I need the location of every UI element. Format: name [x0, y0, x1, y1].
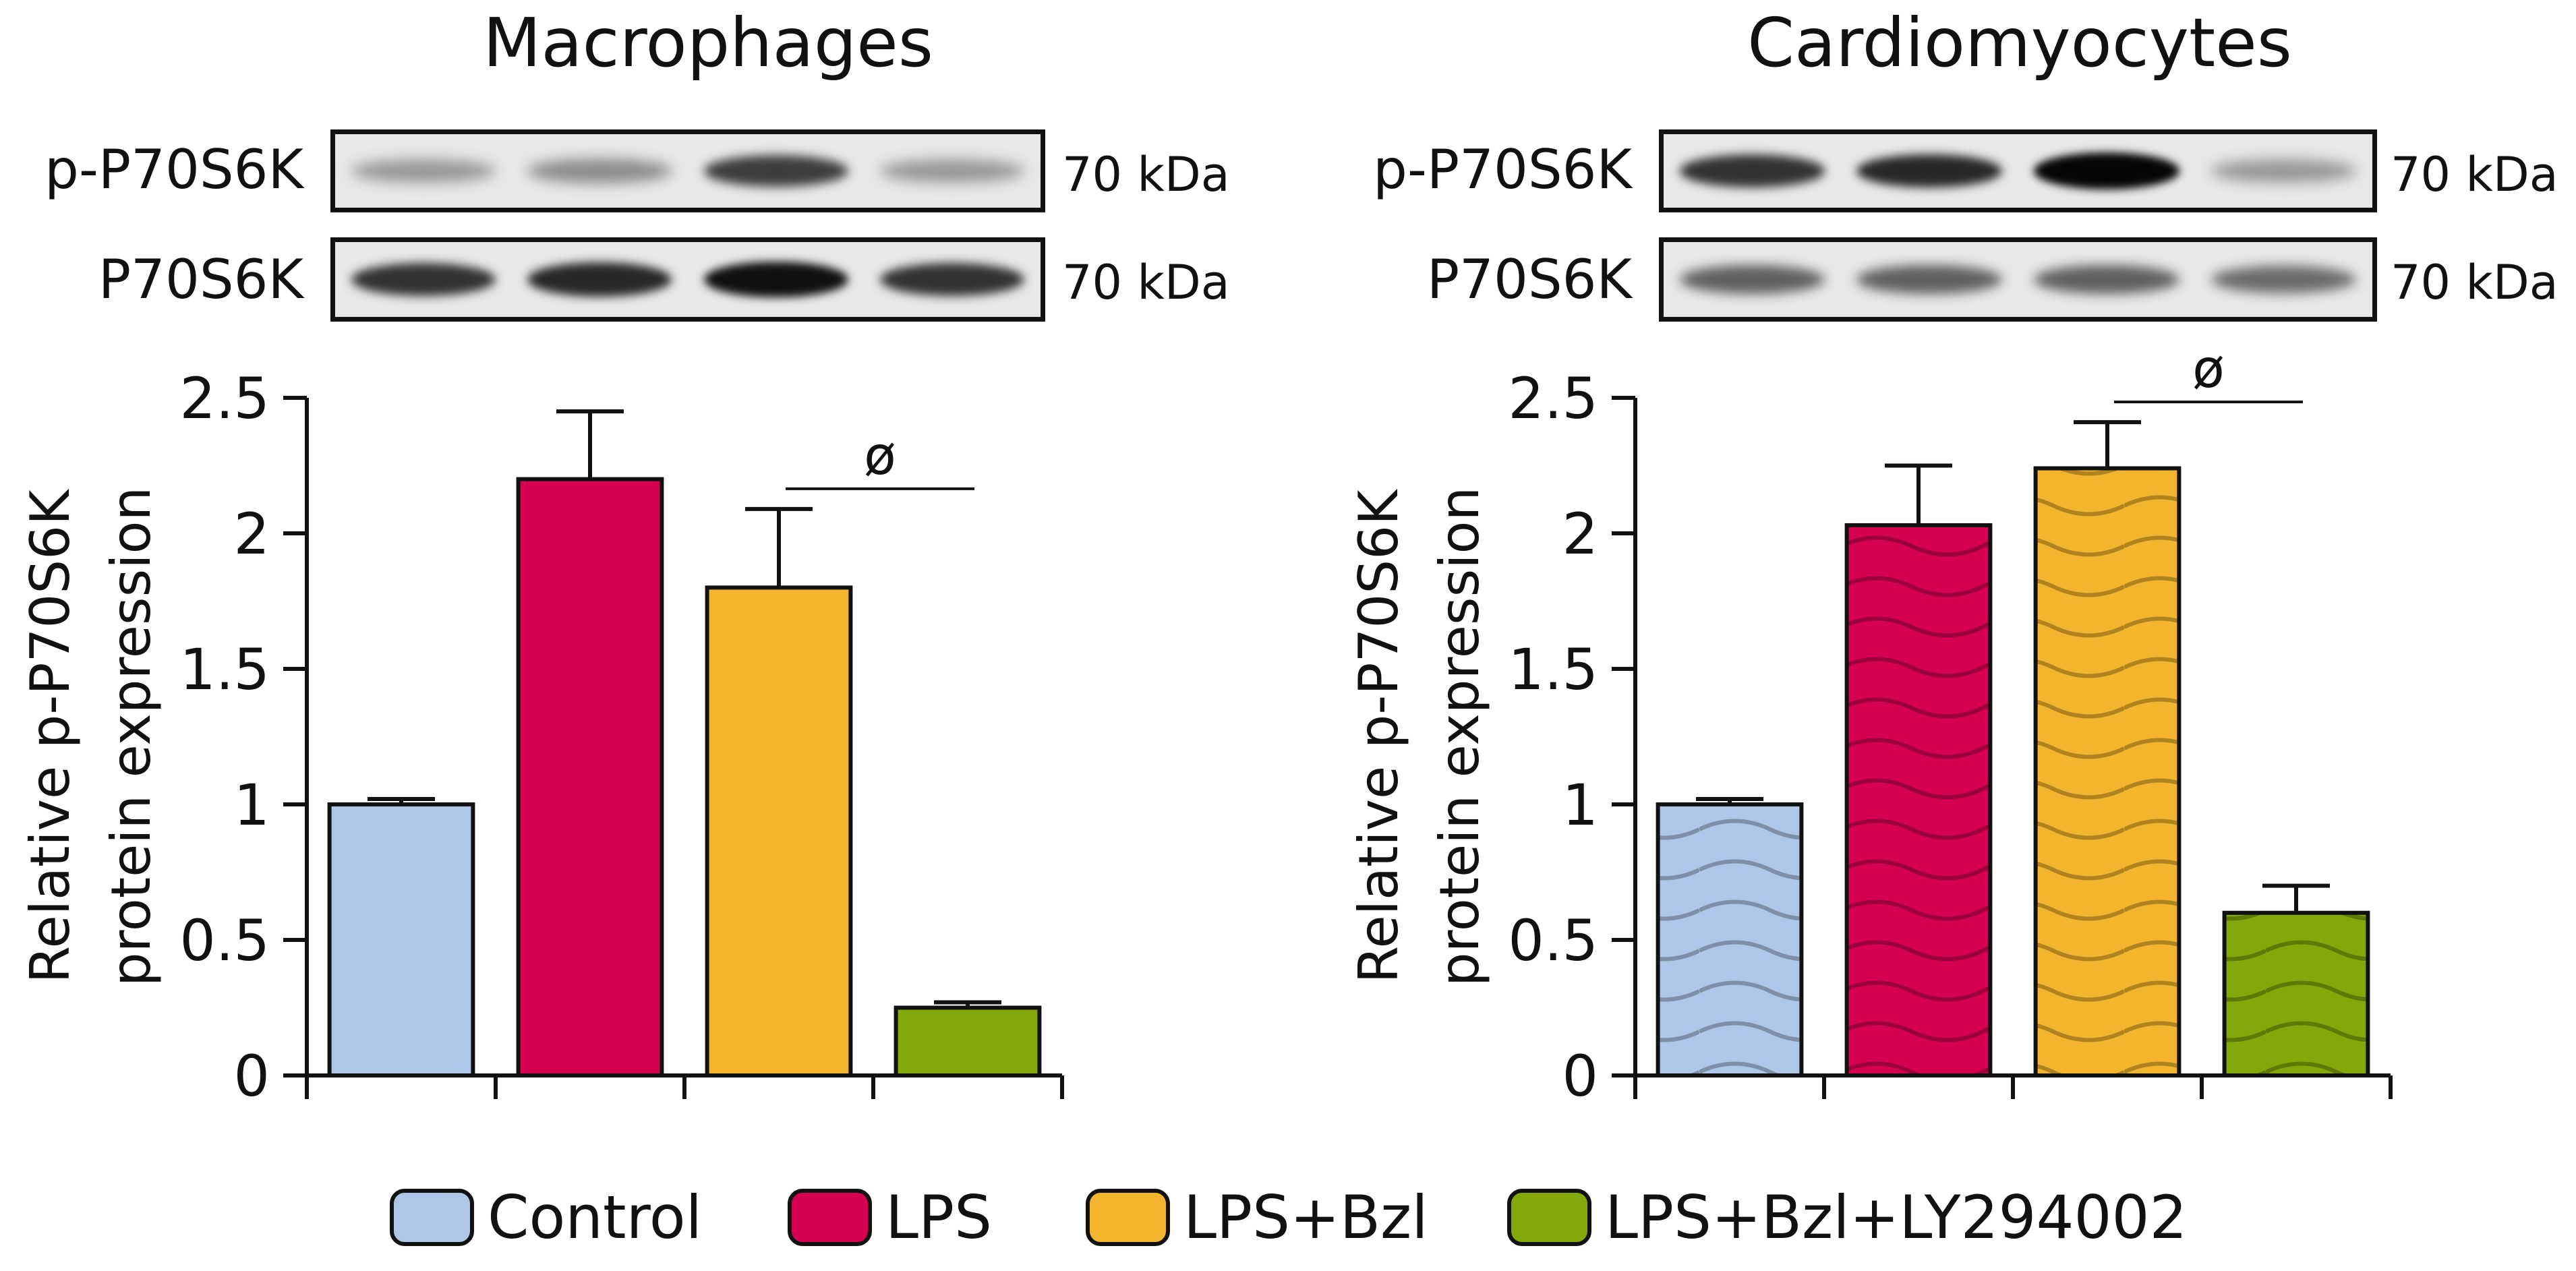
legend-item-control: Control: [390, 1180, 702, 1254]
cardiomyocytes-bar-pattern: [2037, 470, 2177, 1073]
legend-item-lps: LPS: [788, 1180, 992, 1254]
macrophages-bar-lps-bzl: [705, 585, 853, 1077]
macrophages-y-tick-label: 1.5: [179, 637, 270, 703]
macrophages-bar-control: [327, 802, 475, 1077]
cardiomyocytes-significance-symbol: ø: [2192, 339, 2225, 400]
cardiomyocytes-blot-label-total: P70S6K: [1426, 248, 1632, 311]
cardiomyocytes-y-tick-label: 0.5: [1508, 908, 1598, 974]
cardiomyocytes-y-tick-label: 1.5: [1508, 637, 1598, 703]
blot-band: [1856, 264, 2002, 295]
blot-band: [1679, 154, 1825, 187]
cardiomyocytes-kda-phospho: 70 kDa: [2391, 147, 2558, 202]
cardiomyocytes-blot-total: [1659, 237, 2377, 322]
legend-swatch-lps-bzl-ly294002: [1507, 1188, 1591, 1246]
blot-band: [351, 262, 496, 297]
cardiomyocytes-y-tick-label: 2: [1562, 501, 1598, 567]
blot-band: [351, 159, 496, 183]
macrophages-y-axis-label-line1: Relative p-P70S6K: [19, 488, 82, 983]
legend: Control LPS LPS+Bzl LPS+Bzl+LY294002: [0, 1180, 2576, 1268]
macrophages-y-axis-label-line2: protein expression: [100, 487, 163, 986]
macrophages-blot-total: [330, 237, 1045, 322]
macrophages-y-tick-label: 0.5: [179, 908, 270, 974]
macrophages-title: Macrophages: [483, 3, 933, 82]
cardiomyocytes-y-tick-label: 0: [1562, 1043, 1598, 1109]
macrophages-significance-symbol: ø: [864, 426, 896, 487]
cardiomyocytes-kda-total: 70 kDa: [2391, 255, 2558, 310]
blot-band: [2211, 159, 2357, 183]
macrophages-y-tick-label: 1: [234, 772, 270, 838]
legend-swatch-lps-bzl: [1086, 1188, 1170, 1246]
blot-band: [1679, 264, 1825, 295]
cardiomyocytes-bar-pattern: [1848, 527, 1989, 1073]
cardiomyocytes-y-tick-label: 2.5: [1508, 365, 1598, 432]
macrophages-kda-phospho: 70 kDa: [1062, 147, 1230, 202]
legend-item-lps-bzl-ly294002: LPS+Bzl+LY294002: [1507, 1180, 2187, 1254]
cardiomyocytes-blot-label-phospho: p-P70S6K: [1373, 138, 1632, 201]
blot-band: [527, 262, 672, 297]
legend-label-lps-bzl: LPS+Bzl: [1183, 1182, 1428, 1252]
cardiomyocytes-y-axis-label-line1: Relative p-P70S6K: [1347, 488, 1410, 983]
cardiomyocytes-y-tick-label: 1: [1562, 772, 1598, 838]
blot-band: [527, 158, 672, 183]
macrophages-y-tick-label: 0: [234, 1043, 270, 1109]
cardiomyocytes-blot-phospho: [1659, 129, 2377, 212]
macrophages-y-tick-label: 2.5: [179, 365, 270, 432]
macrophages-bar-lps-bzl-ly294002: [894, 1005, 1042, 1077]
macrophages-y-tick-label: 2: [234, 501, 270, 567]
legend-swatch-control: [390, 1188, 474, 1246]
blot-band: [1856, 154, 2002, 188]
blot-band: [703, 155, 848, 187]
legend-label-control: Control: [488, 1182, 703, 1252]
macrophages-kda-total: 70 kDa: [1062, 255, 1230, 310]
cardiomyocytes-y-axis-label-line2: protein expression: [1428, 487, 1491, 986]
macrophages-blot-label-phospho: p-P70S6K: [45, 138, 303, 201]
macrophages-blot-phospho: [330, 129, 1045, 212]
blot-band: [880, 159, 1025, 183]
blot-band: [880, 262, 1025, 297]
macrophages-blot-label-total: P70S6K: [98, 248, 303, 311]
legend-swatch-lps: [788, 1188, 872, 1246]
blot-band: [2211, 265, 2357, 294]
blot-band: [703, 261, 848, 298]
cardiomyocytes-bar-pattern: [2226, 914, 2366, 1073]
legend-label-lps-bzl-ly294002: LPS+Bzl+LY294002: [1605, 1182, 2188, 1252]
blot-band: [2034, 152, 2179, 189]
macrophages-bar-lps: [516, 477, 664, 1077]
legend-label-lps: LPS: [885, 1182, 992, 1252]
legend-item-lps-bzl: LPS+Bzl: [1086, 1180, 1428, 1254]
cardiomyocytes-title: Cardiomyocytes: [1747, 3, 2292, 82]
blot-band: [2034, 264, 2179, 295]
cardiomyocytes-bar-pattern: [1660, 806, 1800, 1073]
